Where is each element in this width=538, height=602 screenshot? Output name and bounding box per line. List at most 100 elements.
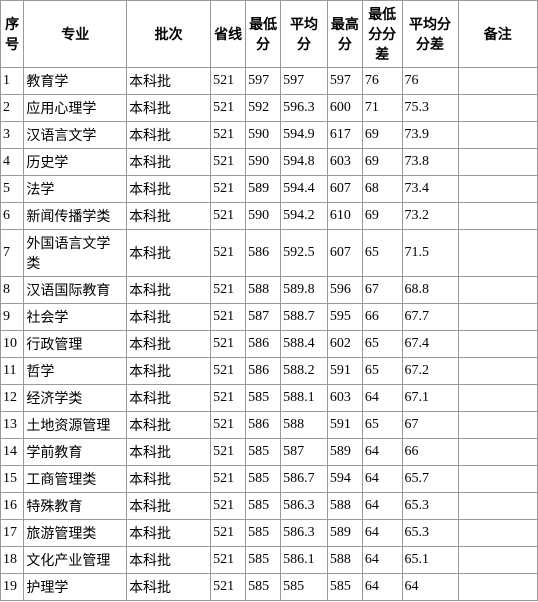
cell-major: 工商管理类: [24, 466, 127, 493]
table-row: 13土地资源管理本科批5215865885916567: [1, 412, 538, 439]
cell-minscore: 585: [246, 520, 281, 547]
cell-remark: [458, 574, 537, 601]
header-maxscore: 最高分: [327, 1, 362, 68]
header-seq: 序号: [1, 1, 24, 68]
header-avgdiff: 平均分分差: [402, 1, 458, 68]
cell-major: 汉语言文学: [24, 122, 127, 149]
cell-minscore: 585: [246, 466, 281, 493]
cell-avgdiff: 65.3: [402, 493, 458, 520]
cell-mindiff: 64: [362, 493, 402, 520]
cell-remark: [458, 547, 537, 574]
cell-major: 外国语言文学类: [24, 230, 127, 277]
cell-remark: [458, 149, 537, 176]
cell-minscore: 587: [246, 304, 281, 331]
cell-avgdiff: 66: [402, 439, 458, 466]
cell-minscore: 592: [246, 95, 281, 122]
cell-minscore: 586: [246, 358, 281, 385]
cell-maxscore: 585: [327, 574, 362, 601]
table-header-row: 序号 专业 批次 省线 最低分 平均分 最高分 最低分分差 平均分分差 备注: [1, 1, 538, 68]
cell-avgdiff: 65.3: [402, 520, 458, 547]
cell-remark: [458, 230, 537, 277]
cell-provline: 521: [211, 439, 246, 466]
cell-batch: 本科批: [127, 547, 211, 574]
cell-major: 汉语国际教育: [24, 277, 127, 304]
cell-mindiff: 64: [362, 520, 402, 547]
cell-seq: 12: [1, 385, 24, 412]
cell-seq: 13: [1, 412, 24, 439]
cell-provline: 521: [211, 122, 246, 149]
header-minscore: 最低分: [246, 1, 281, 68]
cell-batch: 本科批: [127, 122, 211, 149]
cell-batch: 本科批: [127, 466, 211, 493]
cell-minscore: 590: [246, 122, 281, 149]
cell-maxscore: 607: [327, 176, 362, 203]
header-major: 专业: [24, 1, 127, 68]
cell-remark: [458, 466, 537, 493]
cell-major: 社会学: [24, 304, 127, 331]
cell-mindiff: 65: [362, 358, 402, 385]
cell-maxscore: 617: [327, 122, 362, 149]
cell-avgscore: 586.3: [281, 493, 328, 520]
cell-mindiff: 67: [362, 277, 402, 304]
cell-avgscore: 587: [281, 439, 328, 466]
cell-mindiff: 71: [362, 95, 402, 122]
cell-seq: 9: [1, 304, 24, 331]
cell-avgscore: 589.8: [281, 277, 328, 304]
cell-mindiff: 65: [362, 412, 402, 439]
cell-mindiff: 76: [362, 68, 402, 95]
table-row: 12经济学类本科批521585588.16036467.1: [1, 385, 538, 412]
cell-minscore: 586: [246, 331, 281, 358]
cell-maxscore: 588: [327, 547, 362, 574]
cell-batch: 本科批: [127, 277, 211, 304]
cell-batch: 本科批: [127, 95, 211, 122]
cell-seq: 17: [1, 520, 24, 547]
cell-maxscore: 597: [327, 68, 362, 95]
cell-maxscore: 589: [327, 439, 362, 466]
cell-avgdiff: 65.7: [402, 466, 458, 493]
cell-provline: 521: [211, 493, 246, 520]
header-mindiff: 最低分分差: [362, 1, 402, 68]
cell-maxscore: 610: [327, 203, 362, 230]
cell-avgdiff: 71.5: [402, 230, 458, 277]
cell-avgdiff: 73.4: [402, 176, 458, 203]
cell-remark: [458, 304, 537, 331]
cell-batch: 本科批: [127, 520, 211, 547]
cell-provline: 521: [211, 230, 246, 277]
table-row: 14学前教育本科批5215855875896466: [1, 439, 538, 466]
cell-remark: [458, 203, 537, 230]
cell-batch: 本科批: [127, 331, 211, 358]
header-batch: 批次: [127, 1, 211, 68]
cell-major: 教育学: [24, 68, 127, 95]
cell-minscore: 585: [246, 439, 281, 466]
table-row: 7外国语言文学类本科批521586592.56076571.5: [1, 230, 538, 277]
cell-major: 法学: [24, 176, 127, 203]
cell-batch: 本科批: [127, 574, 211, 601]
table-row: 15工商管理类本科批521585586.75946465.7: [1, 466, 538, 493]
cell-major: 学前教育: [24, 439, 127, 466]
cell-maxscore: 591: [327, 358, 362, 385]
cell-avgdiff: 67.7: [402, 304, 458, 331]
cell-seq: 15: [1, 466, 24, 493]
cell-seq: 3: [1, 122, 24, 149]
cell-provline: 521: [211, 574, 246, 601]
cell-avgscore: 586.7: [281, 466, 328, 493]
cell-provline: 521: [211, 68, 246, 95]
table-row: 4历史学本科批521590594.86036973.8: [1, 149, 538, 176]
cell-provline: 521: [211, 466, 246, 493]
cell-provline: 521: [211, 277, 246, 304]
cell-batch: 本科批: [127, 304, 211, 331]
cell-seq: 10: [1, 331, 24, 358]
cell-batch: 本科批: [127, 439, 211, 466]
cell-avgscore: 588.4: [281, 331, 328, 358]
table-row: 18文化产业管理本科批521585586.15886465.1: [1, 547, 538, 574]
cell-remark: [458, 520, 537, 547]
cell-minscore: 589: [246, 176, 281, 203]
cell-mindiff: 65: [362, 331, 402, 358]
cell-minscore: 585: [246, 493, 281, 520]
cell-batch: 本科批: [127, 493, 211, 520]
cell-major: 哲学: [24, 358, 127, 385]
table-body: 1教育学本科批52159759759776762应用心理学本科批52159259…: [1, 68, 538, 601]
cell-remark: [458, 95, 537, 122]
cell-mindiff: 64: [362, 574, 402, 601]
cell-major: 新闻传播学类: [24, 203, 127, 230]
